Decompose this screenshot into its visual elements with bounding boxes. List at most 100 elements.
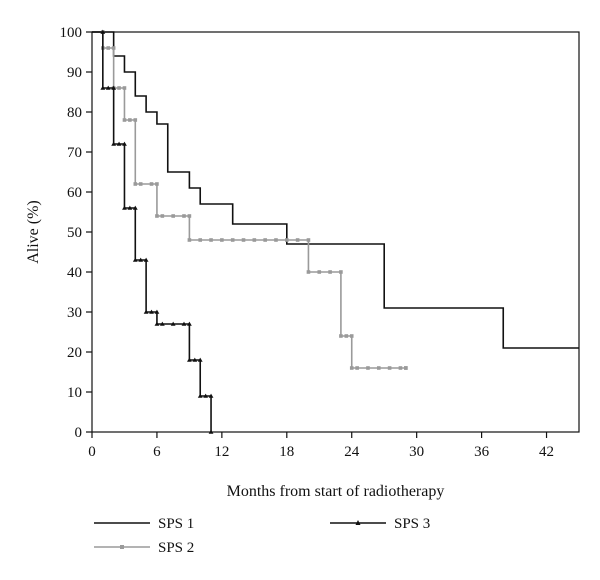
- series-2-point: [133, 118, 138, 122]
- legend-item-3: SPS 3: [330, 516, 430, 532]
- series-3-point: [100, 85, 106, 90]
- legend-item-2: SPS 2: [94, 540, 194, 556]
- x-tick-label: 42: [539, 444, 554, 460]
- series-2-censor-mark: [252, 238, 257, 242]
- series-1-line: [92, 31, 579, 349]
- series-1: [92, 31, 579, 349]
- series-2-censor-mark: [128, 118, 132, 122]
- series-2-point: [122, 86, 127, 90]
- series-2-censor-mark: [263, 238, 267, 242]
- y-tick-label: 30: [67, 305, 82, 321]
- x-tick-label: 12: [214, 444, 229, 460]
- series-3-censor-mark: [116, 141, 122, 146]
- series-2-censor-mark: [328, 270, 332, 274]
- series-2-censor-mark: [117, 86, 121, 90]
- y-tick-label: 0: [75, 425, 83, 441]
- series-2-point: [187, 238, 192, 242]
- series-2-censor-mark: [344, 334, 349, 338]
- legend: SPS 1 SPS 2 SPS 3: [94, 516, 430, 556]
- x-tick-label: 0: [88, 444, 96, 460]
- series-3-point: [197, 393, 203, 398]
- axes-layer: 0 6 12 18 24 30 36 42 0 10 20 30 40 50 60 70 80 90 100: [60, 25, 580, 460]
- series-3-censor-mark: [149, 309, 154, 314]
- series-2-censor-mark: [198, 238, 203, 242]
- y-axis-title: Alive (%): [25, 200, 42, 264]
- series-2-censor-mark: [171, 214, 175, 218]
- legend-marker: [120, 545, 124, 549]
- series-2-point: [339, 270, 343, 274]
- y-tick-label: 60: [67, 185, 82, 201]
- y-tick-label: 10: [67, 385, 82, 401]
- y-tick-label: 20: [67, 345, 82, 361]
- series-2-censor-mark: [398, 366, 403, 370]
- series-3-point: [111, 141, 117, 146]
- series-3: [92, 29, 214, 434]
- series-2-censor-mark: [295, 238, 300, 242]
- series-2-point: [111, 46, 116, 50]
- series-3-point: [122, 205, 127, 210]
- series-3-censor-mark: [192, 357, 198, 362]
- series-2-point: [349, 366, 354, 370]
- series-2-censor-mark: [149, 182, 154, 186]
- series-3-censor-mark: [159, 321, 165, 326]
- series-2-censor-mark: [220, 238, 224, 242]
- series-3-point: [187, 321, 192, 326]
- series-3-censor-mark: [203, 393, 209, 398]
- series-3-point: [111, 85, 117, 90]
- series-3-point: [187, 357, 192, 362]
- series-3-point: [143, 257, 149, 262]
- series-2-point: [339, 334, 343, 338]
- series-3-point: [143, 309, 149, 314]
- series-3-point: [132, 257, 138, 262]
- series-2-censor-mark: [355, 366, 359, 370]
- series-2-censor-mark: [209, 238, 213, 242]
- series-2-censor-mark: [376, 366, 381, 370]
- y-tick-label: 50: [67, 225, 82, 241]
- series-2-point: [133, 182, 138, 186]
- legend-item-1: SPS 1: [94, 516, 194, 532]
- series-2-censor-mark: [317, 270, 322, 274]
- series-2-point: [122, 118, 127, 122]
- series-2-censor-mark: [274, 238, 278, 242]
- y-tick-label: 70: [67, 145, 82, 161]
- x-tick-label: 6: [153, 444, 161, 460]
- legend-label: SPS 3: [394, 516, 430, 532]
- legend-label: SPS 1: [158, 516, 194, 532]
- series-3-censor-mark: [138, 257, 144, 262]
- x-tick-label: 18: [279, 444, 294, 460]
- series-2-point: [187, 214, 192, 218]
- x-tick-label: 36: [474, 444, 490, 460]
- x-axis-title: Months from start of radiotherapy: [227, 483, 445, 500]
- series-3-point: [197, 357, 203, 362]
- series-2-censor-mark: [285, 238, 289, 242]
- series-2-line: [92, 31, 406, 369]
- y-tick-label: 40: [67, 265, 82, 281]
- series-3-point: [208, 393, 214, 398]
- series-2-point: [155, 214, 159, 218]
- series-2-point: [404, 366, 408, 370]
- y-tick-label: 90: [67, 65, 82, 81]
- series-3-censor-mark: [170, 321, 176, 326]
- series-2-censor-mark: [241, 238, 246, 242]
- series-3-point: [122, 141, 127, 146]
- series-3-censor-mark: [127, 205, 133, 210]
- series-2-point: [155, 182, 159, 186]
- series-3-censor-mark: [181, 321, 187, 326]
- series-2-censor-mark: [182, 214, 186, 218]
- series-3-point: [132, 205, 138, 210]
- series-2-censor-mark: [387, 366, 392, 370]
- legend-marker: [355, 520, 361, 525]
- x-tick-label: 30: [409, 444, 424, 460]
- y-tick-label: 80: [67, 105, 82, 121]
- series-2-censor-mark: [138, 182, 143, 186]
- series-2-censor-mark: [366, 366, 370, 370]
- series-3-censor-mark: [105, 85, 111, 90]
- series-3-point: [154, 321, 160, 326]
- legend-label: SPS 2: [158, 540, 194, 556]
- series-2-point: [349, 334, 354, 338]
- y-tick-label: 100: [60, 25, 83, 41]
- series-2-censor-mark: [160, 214, 165, 218]
- x-tick-label: 24: [344, 444, 360, 460]
